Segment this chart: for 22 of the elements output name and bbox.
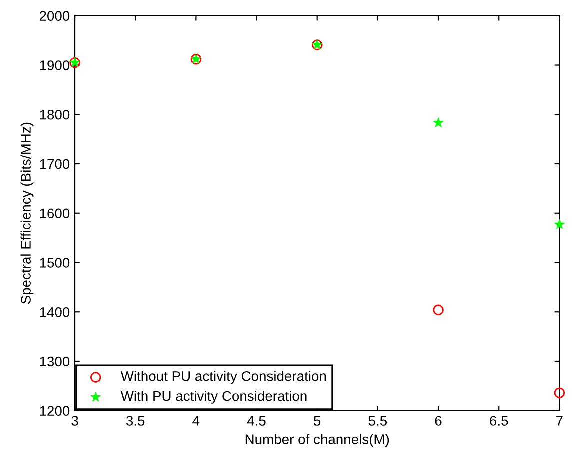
x-tick-label: 4 — [192, 416, 200, 426]
x-tick-label: 7 — [556, 416, 563, 426]
legend-label: Without PU activity Consideration — [120, 371, 326, 384]
y-tick-label: 1300 — [40, 356, 70, 367]
x-tick-label: 6.5 — [490, 416, 508, 426]
x-tick-label: 3.5 — [126, 416, 145, 426]
y-tick-label: 1200 — [40, 406, 70, 416]
y-tick-label: 1600 — [40, 208, 70, 219]
y-tick-label: 1400 — [40, 307, 70, 318]
x-axis-title: Number of channels(M) — [246, 434, 390, 448]
y-axis-title: Spectral Efficiency (Bits/MHz) — [20, 122, 34, 304]
y-tick-label: 1900 — [40, 60, 70, 70]
y-tick-label: 1500 — [40, 258, 70, 268]
x-tick-label: 5.5 — [368, 416, 388, 426]
x-tick-label: 6 — [435, 416, 442, 426]
y-tick-label: 1800 — [40, 110, 70, 120]
legend-label: With PU activity Consideration — [120, 390, 307, 404]
x-tick-label: 4.5 — [247, 416, 266, 426]
x-tick-label: 5 — [314, 416, 321, 426]
y-tick-label: 1700 — [40, 159, 70, 170]
y-tick-label: 2000 — [40, 11, 70, 22]
x-tick-label: 3 — [72, 416, 78, 426]
